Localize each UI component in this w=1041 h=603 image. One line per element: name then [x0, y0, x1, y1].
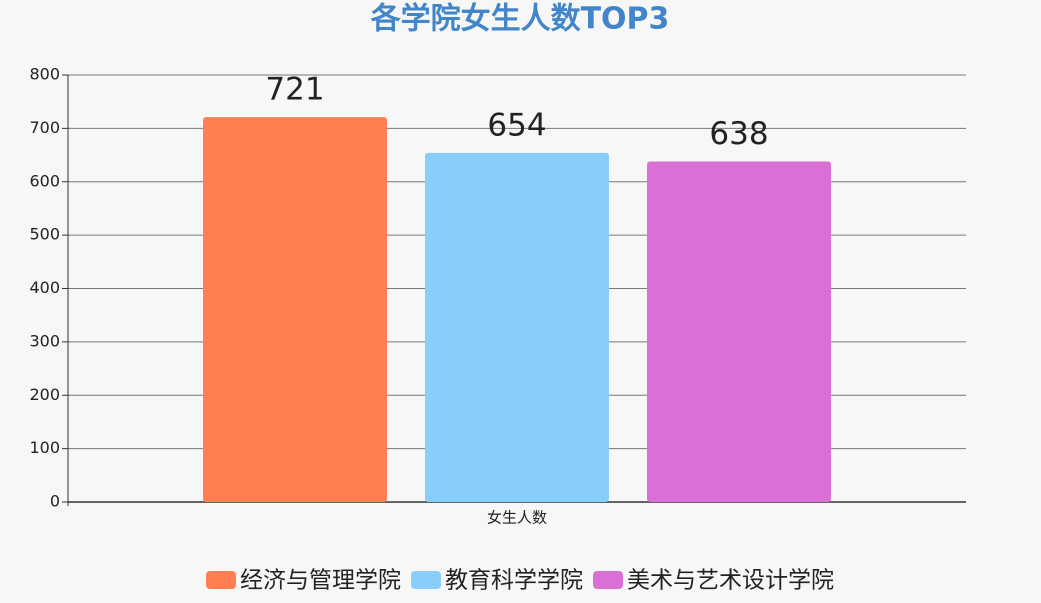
y-tick-label: 200: [29, 385, 60, 404]
y-tick-label: 800: [29, 65, 60, 84]
legend-label: 教育科学学院: [445, 568, 583, 594]
legend-item: 教育科学学院: [411, 568, 583, 594]
legend-item: 美术与艺术设计学院: [593, 568, 834, 594]
y-tick-label: 500: [29, 225, 60, 244]
legend-label: 美术与艺术设计学院: [627, 568, 834, 594]
legend-label: 经济与管理学院: [240, 568, 401, 594]
value-label: 638: [709, 116, 768, 152]
legend-swatch: [411, 571, 441, 589]
bar: [647, 161, 831, 502]
x-tick-label: 女生人数: [487, 509, 547, 527]
y-tick-label: 700: [29, 118, 60, 137]
bar: [425, 152, 609, 503]
value-label: 721: [265, 72, 324, 108]
y-tick-label: 400: [29, 278, 60, 297]
y-tick-label: 300: [29, 331, 60, 350]
legend-swatch: [206, 571, 236, 589]
legend: 经济与管理学院 教育科学学院 美术与艺术设计学院: [206, 568, 834, 594]
legend-swatch: [593, 571, 623, 589]
chart-title: 各学院女生人数TOP3: [370, 2, 670, 37]
y-tick-label: 600: [29, 171, 60, 190]
legend-item: 经济与管理学院: [206, 568, 401, 594]
y-tick-label: 100: [29, 438, 60, 457]
y-tick-label: 0: [50, 492, 60, 511]
bar: [203, 117, 387, 502]
value-label: 654: [487, 107, 546, 143]
